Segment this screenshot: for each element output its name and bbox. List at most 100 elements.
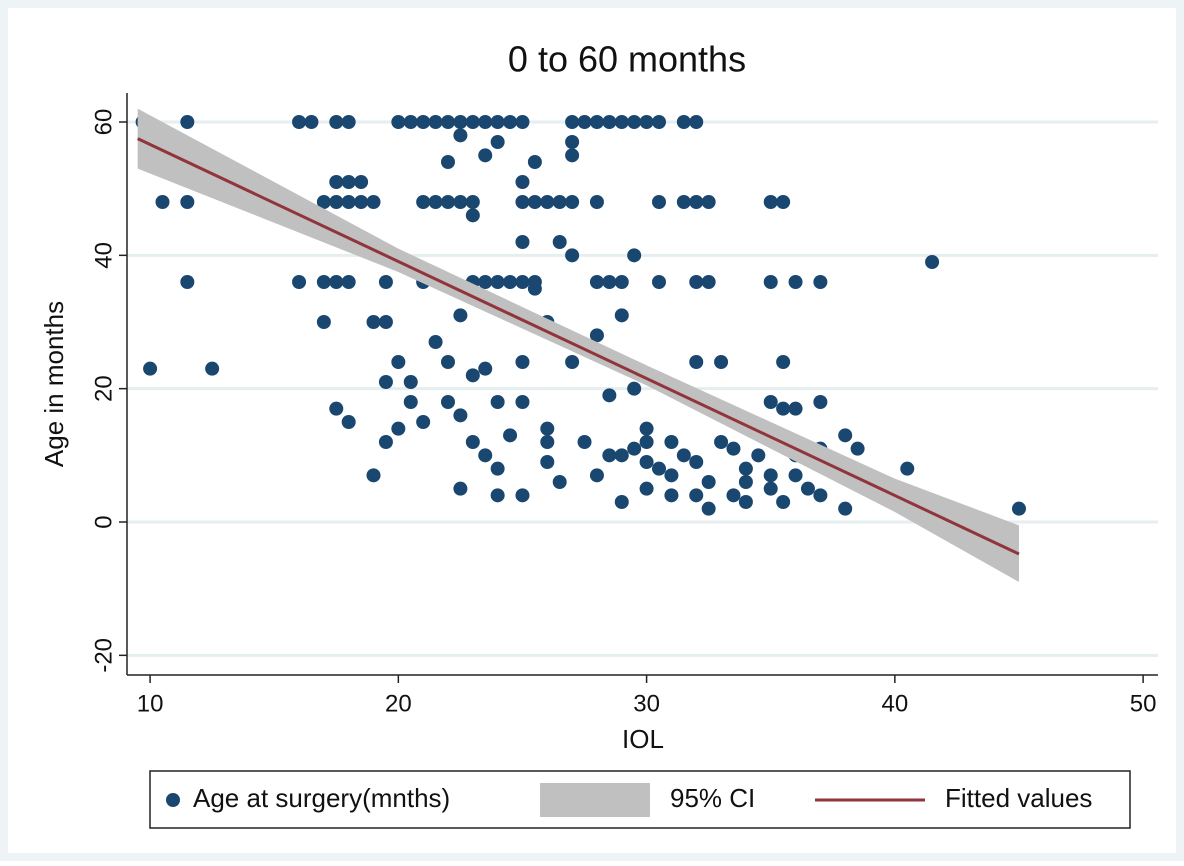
scatter-point [155, 195, 170, 209]
scatter-point [652, 275, 667, 289]
legend-label: Age at surgery(mnths) [193, 783, 450, 813]
scatter-point [453, 195, 468, 209]
scatter-point [838, 501, 853, 516]
scatter-point [465, 368, 480, 383]
scatter-point [726, 441, 741, 456]
scatter-point [925, 255, 940, 269]
scatter-point [763, 481, 778, 496]
scatter-point [763, 275, 778, 289]
scatter-point [515, 275, 530, 289]
scatter-point [416, 195, 431, 209]
scatter-point [577, 115, 592, 129]
legend-label: 95% CI [670, 783, 755, 813]
scatter-point [813, 395, 828, 409]
scatter-point [614, 448, 629, 463]
scatter-point [577, 435, 592, 449]
scatter-point [292, 275, 307, 289]
scatter-point [1011, 501, 1026, 516]
scatter-point [738, 461, 753, 476]
scatter-point [329, 175, 344, 189]
scatter-point [316, 315, 331, 329]
scatter-point [838, 428, 853, 443]
scatter-point [341, 175, 356, 189]
scatter-point [515, 488, 530, 503]
scatter-point [180, 115, 195, 129]
scatter-point [701, 475, 716, 489]
scatter-point [776, 401, 791, 416]
scatter-point [378, 375, 393, 389]
scatter-point [689, 488, 704, 503]
scatter-point [490, 135, 505, 149]
scatter-point [676, 115, 691, 129]
scatter-point [639, 115, 654, 129]
scatter-point [602, 115, 617, 129]
scatter-point [627, 248, 642, 263]
scatter-point [689, 275, 704, 289]
scatter-point [453, 115, 468, 129]
fitted-line [137, 137, 1020, 556]
scatter-point [465, 208, 480, 223]
scatter-point [403, 115, 418, 129]
scatter-point [515, 195, 530, 209]
scatter-point [589, 115, 604, 129]
scatter-point [565, 355, 580, 369]
scatter-point [652, 195, 667, 209]
scatter-point [614, 115, 629, 129]
scatter-point [689, 455, 704, 469]
scatter-point [664, 468, 679, 483]
scatter-point [143, 361, 158, 376]
scatter-point [329, 275, 344, 289]
scatter-point [378, 435, 393, 449]
scatter-point [440, 155, 455, 169]
scatter-point [428, 335, 443, 349]
x-tick-label: 20 [385, 690, 412, 717]
scatter-point [527, 155, 542, 169]
scatter-point [776, 355, 791, 369]
scatter-point [515, 395, 530, 409]
scatter-point [490, 115, 505, 129]
scatter-point [540, 455, 555, 469]
scatter-point [366, 315, 381, 329]
scatter-point [465, 115, 480, 129]
scatter-point [639, 481, 654, 496]
scatter-point [329, 115, 344, 129]
scatter-point [490, 395, 505, 409]
scatter-point [366, 468, 381, 483]
scatter-point [453, 128, 468, 143]
scatter-point [552, 235, 567, 249]
scatter-point [738, 495, 753, 509]
y-tick-label: 20 [90, 375, 117, 402]
scatter-point [602, 448, 617, 463]
scatter-point [589, 468, 604, 483]
scatter-point [565, 148, 580, 163]
x-tick-label: 50 [1130, 690, 1157, 717]
scatter-point [639, 435, 654, 449]
scatter-point [490, 461, 505, 476]
y-tick-label: -20 [90, 638, 117, 673]
scatter-point [614, 275, 629, 289]
scatter-point [701, 275, 716, 289]
scatter-point [714, 355, 729, 369]
scatter-point [341, 415, 356, 429]
scatter-point [180, 195, 195, 209]
legend-label: Fitted values [945, 783, 1092, 813]
chart-title: 0 to 60 months [508, 39, 746, 80]
scatter-point [416, 415, 431, 429]
scatter-point [341, 115, 356, 129]
scatter-point [378, 275, 393, 289]
scatter-point [602, 388, 617, 403]
scatter-point [540, 195, 555, 209]
scatter-point [453, 481, 468, 496]
scatter-point [627, 115, 642, 129]
scatter-point [205, 361, 220, 376]
scatter-point [503, 275, 518, 289]
x-tick-label: 30 [633, 690, 660, 717]
scatter-point [676, 448, 691, 463]
scatter-point [527, 281, 542, 296]
scatter-point [416, 115, 431, 129]
scatter-point [378, 315, 393, 329]
scatter-point [391, 115, 406, 129]
scatter-point [552, 475, 567, 489]
legend [149, 770, 1131, 829]
